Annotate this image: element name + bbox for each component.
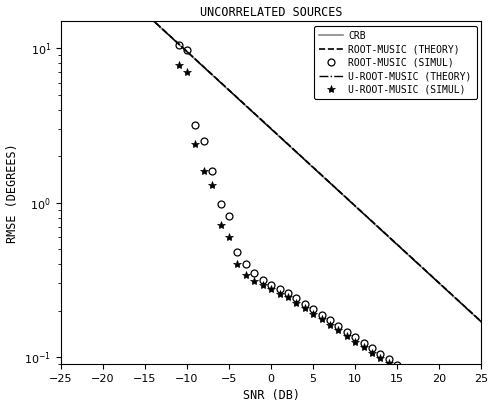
- ROOT-MUSIC (SIMUL): [251, 271, 257, 275]
- U-ROOT-MUSIC (SIMUL): [235, 262, 241, 266]
- U-ROOT-MUSIC (SIMUL): [428, 389, 434, 394]
- ROOT-MUSIC (SIMUL): [327, 318, 333, 323]
- ROOT-MUSIC (SIMUL): [226, 213, 232, 218]
- ROOT-MUSIC (THEORY): [286, 142, 291, 147]
- U-ROOT-MUSIC (SIMUL): [201, 169, 207, 174]
- U-ROOT-MUSIC (SIMUL): [377, 355, 383, 360]
- U-ROOT-MUSIC (THEORY): [260, 119, 266, 124]
- Legend: CRB, ROOT-MUSIC (THEORY), ROOT-MUSIC (SIMUL), U-ROOT-MUSIC (THEORY), U-ROOT-MUSI: CRB, ROOT-MUSIC (THEORY), ROOT-MUSIC (SI…: [314, 26, 477, 99]
- U-ROOT-MUSIC (SIMUL): [218, 222, 224, 227]
- U-ROOT-MUSIC (THEORY): [478, 319, 484, 324]
- U-ROOT-MUSIC (SIMUL): [184, 70, 190, 75]
- ROOT-MUSIC (SIMUL): [243, 262, 249, 266]
- ROOT-MUSIC (SIMUL): [285, 290, 291, 295]
- ROOT-MUSIC (SIMUL): [453, 400, 459, 405]
- ROOT-MUSIC (SIMUL): [293, 296, 299, 301]
- U-ROOT-MUSIC (SIMUL): [453, 405, 459, 408]
- U-ROOT-MUSIC (SIMUL): [310, 311, 316, 316]
- Line: ROOT-MUSIC (THEORY): ROOT-MUSIC (THEORY): [61, 0, 481, 322]
- Line: CRB: CRB: [61, 0, 481, 322]
- ROOT-MUSIC (SIMUL): [352, 335, 358, 340]
- ROOT-MUSIC (SIMUL): [310, 307, 316, 312]
- CRB: [308, 163, 314, 168]
- ROOT-MUSIC (SIMUL): [428, 385, 434, 390]
- U-ROOT-MUSIC (SIMUL): [445, 400, 451, 405]
- CRB: [468, 310, 474, 315]
- Y-axis label: RMSE (DEGREES): RMSE (DEGREES): [5, 143, 19, 242]
- ROOT-MUSIC (SIMUL): [193, 122, 199, 127]
- Line: ROOT-MUSIC (SIMUL): ROOT-MUSIC (SIMUL): [175, 42, 485, 408]
- U-ROOT-MUSIC (THEORY): [308, 163, 314, 168]
- ROOT-MUSIC (SIMUL): [218, 202, 224, 206]
- ROOT-MUSIC (SIMUL): [268, 282, 274, 287]
- ROOT-MUSIC (SIMUL): [260, 278, 266, 283]
- Title: UNCORRELATED SOURCES: UNCORRELATED SOURCES: [200, 6, 342, 18]
- U-ROOT-MUSIC (SIMUL): [209, 183, 215, 188]
- ROOT-MUSIC (SIMUL): [302, 301, 308, 306]
- Line: U-ROOT-MUSIC (SIMUL): U-ROOT-MUSIC (SIMUL): [174, 61, 486, 408]
- U-ROOT-MUSIC (SIMUL): [436, 395, 442, 400]
- ROOT-MUSIC (SIMUL): [394, 362, 400, 367]
- ROOT-MUSIC (THEORY): [308, 163, 314, 168]
- ROOT-MUSIC (SIMUL): [445, 395, 451, 400]
- ROOT-MUSIC (THEORY): [260, 119, 266, 124]
- U-ROOT-MUSIC (SIMUL): [369, 350, 375, 355]
- U-ROOT-MUSIC (SIMUL): [352, 339, 358, 344]
- ROOT-MUSIC (SIMUL): [461, 405, 467, 408]
- U-ROOT-MUSIC (SIMUL): [226, 235, 232, 239]
- U-ROOT-MUSIC (SIMUL): [361, 345, 367, 350]
- ROOT-MUSIC (THEORY): [478, 319, 484, 324]
- U-ROOT-MUSIC (SIMUL): [386, 361, 392, 366]
- ROOT-MUSIC (SIMUL): [209, 169, 215, 174]
- ROOT-MUSIC (SIMUL): [344, 329, 350, 334]
- U-ROOT-MUSIC (SIMUL): [260, 282, 266, 287]
- ROOT-MUSIC (THEORY): [468, 310, 474, 315]
- ROOT-MUSIC (SIMUL): [235, 249, 241, 254]
- ROOT-MUSIC (THEORY): [257, 117, 263, 122]
- ROOT-MUSIC (SIMUL): [277, 287, 283, 292]
- U-ROOT-MUSIC (SIMUL): [285, 295, 291, 300]
- U-ROOT-MUSIC (SIMUL): [319, 317, 325, 322]
- X-axis label: SNR (DB): SNR (DB): [243, 390, 300, 402]
- CRB: [260, 119, 266, 124]
- U-ROOT-MUSIC (THEORY): [403, 250, 409, 255]
- U-ROOT-MUSIC (THEORY): [257, 117, 263, 122]
- ROOT-MUSIC (SIMUL): [369, 346, 375, 351]
- U-ROOT-MUSIC (SIMUL): [277, 291, 283, 296]
- U-ROOT-MUSIC (SIMUL): [251, 279, 257, 284]
- U-ROOT-MUSIC (THEORY): [286, 142, 291, 147]
- CRB: [403, 250, 409, 255]
- Line: U-ROOT-MUSIC (THEORY): U-ROOT-MUSIC (THEORY): [61, 0, 481, 322]
- U-ROOT-MUSIC (SIMUL): [268, 286, 274, 291]
- ROOT-MUSIC (SIMUL): [201, 139, 207, 144]
- U-ROOT-MUSIC (SIMUL): [193, 142, 199, 146]
- ROOT-MUSIC (SIMUL): [377, 351, 383, 356]
- U-ROOT-MUSIC (SIMUL): [394, 367, 400, 372]
- ROOT-MUSIC (THEORY): [403, 250, 409, 255]
- U-ROOT-MUSIC (SIMUL): [327, 322, 333, 327]
- CRB: [478, 319, 484, 324]
- U-ROOT-MUSIC (SIMUL): [403, 372, 409, 377]
- U-ROOT-MUSIC (SIMUL): [293, 300, 299, 305]
- U-ROOT-MUSIC (SIMUL): [176, 62, 182, 67]
- U-ROOT-MUSIC (THEORY): [468, 310, 474, 315]
- ROOT-MUSIC (SIMUL): [403, 368, 409, 373]
- ROOT-MUSIC (SIMUL): [335, 324, 341, 328]
- ROOT-MUSIC (SIMUL): [386, 357, 392, 361]
- CRB: [257, 117, 263, 122]
- U-ROOT-MUSIC (SIMUL): [335, 328, 341, 333]
- ROOT-MUSIC (SIMUL): [176, 42, 182, 47]
- U-ROOT-MUSIC (SIMUL): [344, 334, 350, 339]
- U-ROOT-MUSIC (SIMUL): [419, 384, 425, 388]
- ROOT-MUSIC (SIMUL): [184, 47, 190, 52]
- CRB: [286, 142, 291, 147]
- ROOT-MUSIC (SIMUL): [411, 373, 417, 378]
- U-ROOT-MUSIC (SIMUL): [243, 273, 249, 277]
- ROOT-MUSIC (SIMUL): [361, 340, 367, 345]
- ROOT-MUSIC (SIMUL): [419, 379, 425, 384]
- ROOT-MUSIC (SIMUL): [319, 312, 325, 317]
- U-ROOT-MUSIC (SIMUL): [411, 378, 417, 383]
- U-ROOT-MUSIC (SIMUL): [302, 306, 308, 310]
- ROOT-MUSIC (SIMUL): [436, 390, 442, 395]
